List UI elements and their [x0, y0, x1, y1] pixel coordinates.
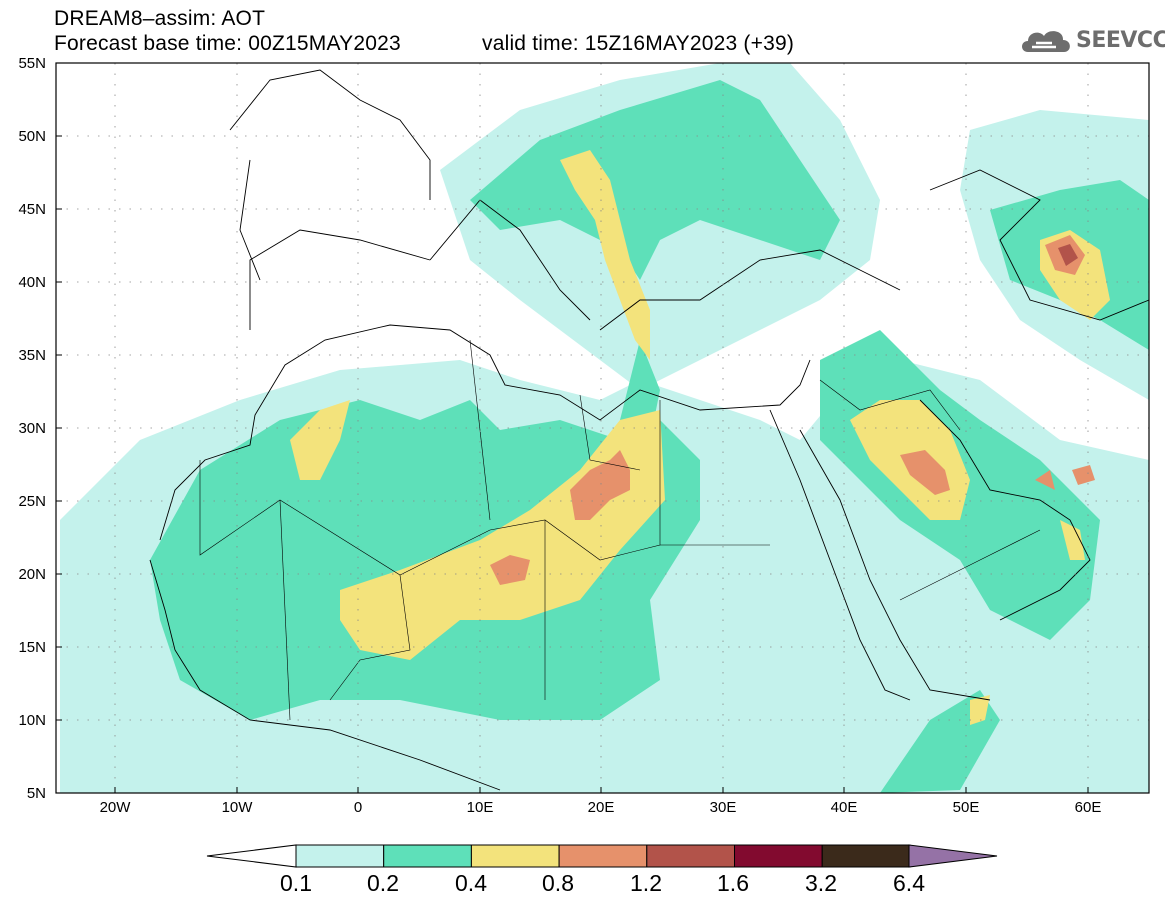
logo-text: SEEVCCC [1076, 28, 1165, 53]
lon-label: 20E [588, 799, 615, 816]
colorbar-swatch [646, 844, 735, 868]
forecast-base-time: Forecast base time: 00Z15MAY2023 [54, 32, 401, 55]
lat-label: 25N [18, 493, 46, 510]
lon-label: 10E [467, 799, 494, 816]
colorbar-label: 1.6 [717, 870, 749, 896]
lat-label: 5N [27, 785, 46, 802]
aot-field [60, 63, 1149, 793]
valid-time: valid time: 15Z16MAY2023 (+39) [482, 32, 795, 55]
colorbar-swatch [383, 844, 472, 868]
cloud-icon [1022, 31, 1070, 52]
lon-labels: 20W 10W 0 10E 20E 30E 40E 50E 60E [100, 799, 1102, 816]
lon-label: 10W [222, 799, 254, 816]
lon-label: 30E [710, 799, 737, 816]
lon-label: 0 [354, 799, 362, 816]
colorbar-swatch [558, 844, 648, 868]
lon-label: 20W [100, 799, 132, 816]
coastlines [149, 69, 1149, 791]
graticule [56, 63, 1149, 793]
lat-label: 20N [18, 566, 46, 583]
seevccc-logo: SEEVCCC [1018, 24, 1165, 58]
colorbar-label: 1.2 [630, 870, 662, 896]
colorbar-label: 6.4 [893, 870, 925, 896]
colorbar [206, 844, 998, 868]
colorbar-label: 0.1 [280, 870, 312, 896]
lat-label: 15N [18, 639, 46, 656]
lon-label: 50E [953, 799, 980, 816]
lat-label: 35N [18, 347, 46, 364]
lat-label: 10N [18, 712, 46, 729]
colorbar-swatch [470, 844, 560, 868]
colorbar-swatch [734, 844, 823, 868]
lat-label: 50N [18, 128, 46, 145]
lat-label: 40N [18, 274, 46, 291]
colorbar-label: 0.8 [542, 870, 574, 896]
lat-label: 45N [18, 201, 46, 218]
lon-label: 60E [1075, 799, 1102, 816]
axis-ticks [56, 135, 1089, 793]
colorbar-label: 3.2 [805, 870, 837, 896]
country-borders [199, 339, 1041, 721]
lat-label: 55N [18, 55, 46, 72]
colorbar-swatch [295, 844, 385, 868]
colorbar-label: 0.4 [455, 870, 487, 896]
lat-labels: 5N 10N 15N 20N 25N 30N 35N 40N 45N 50N 5… [18, 55, 46, 802]
map-title: DREAM8–assim: AOT [54, 7, 266, 30]
colorbar-swatch [821, 844, 911, 868]
colorbar-low-arrow [206, 844, 297, 868]
lon-label: 40E [831, 799, 858, 816]
colorbar-label: 0.2 [367, 870, 399, 896]
aot-level-1.2 [1058, 244, 1078, 266]
colorbar-high-arrow [908, 844, 998, 868]
lat-label: 30N [18, 420, 46, 437]
